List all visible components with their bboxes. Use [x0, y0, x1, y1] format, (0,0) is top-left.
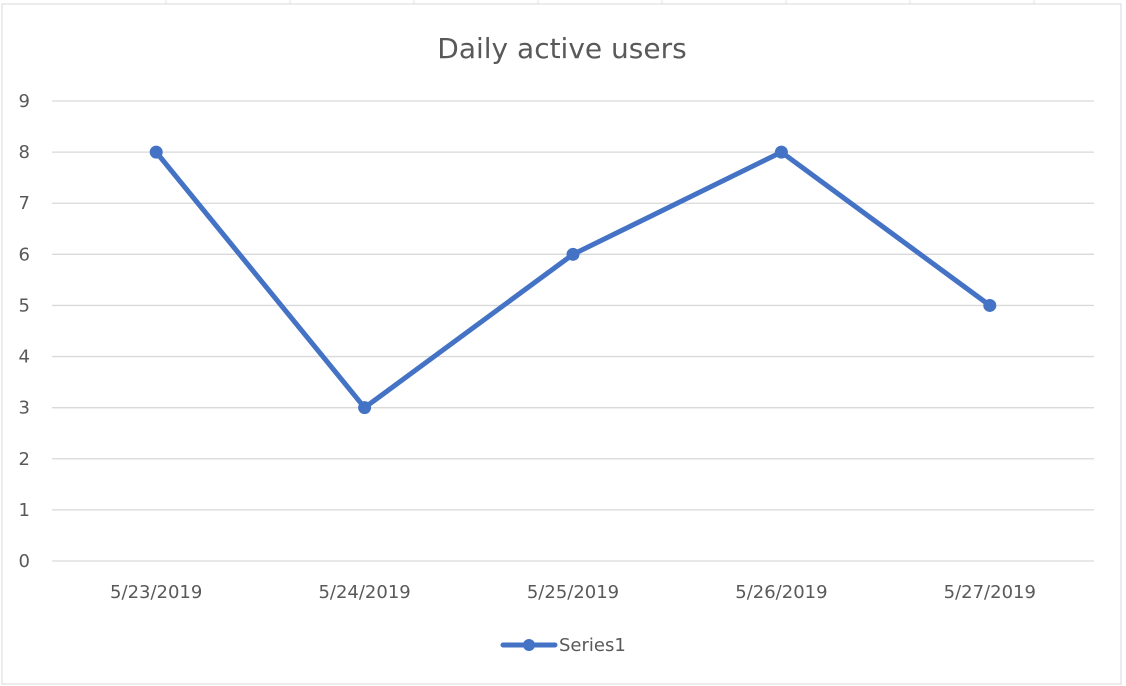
y-tick-label: 8	[19, 142, 30, 163]
chart-border	[1, 3, 1122, 685]
x-tick-label: 5/23/2019	[110, 582, 202, 603]
y-tick-label: 6	[19, 244, 30, 265]
y-tick-label: 9	[19, 91, 30, 112]
y-tick-label: 2	[19, 449, 30, 470]
legend-marker	[523, 639, 535, 651]
x-axis-tick-labels: 5/23/2019 5/24/2019 5/25/2019 5/26/2019 5/27…	[110, 582, 1036, 603]
y-tick-label: 5	[19, 295, 30, 316]
series-lines	[149, 145, 997, 415]
data-point	[149, 145, 163, 159]
data-point	[983, 298, 997, 312]
gridlines	[52, 100, 1094, 562]
data-point	[566, 247, 580, 261]
y-tick-label: 3	[19, 398, 30, 419]
x-tick-label: 5/27/2019	[944, 582, 1036, 603]
y-tick-label: 1	[19, 500, 30, 521]
y-tick-label: 4	[19, 347, 30, 368]
chart-title: Daily active users	[437, 32, 686, 65]
y-axis-tick-labels: 0 1 2 3 4 5 6 7 8 9	[19, 91, 30, 572]
legend-label: Series1	[559, 635, 626, 656]
x-tick-label: 5/25/2019	[527, 582, 619, 603]
y-tick-label: 0	[19, 551, 30, 572]
x-tick-label: 5/24/2019	[318, 582, 410, 603]
data-point	[774, 145, 788, 159]
x-tick-label: 5/26/2019	[735, 582, 827, 603]
legend[interactable]: Series1	[500, 635, 626, 656]
y-tick-label: 7	[19, 193, 30, 214]
data-point	[358, 401, 372, 415]
worksheet-column-lines	[165, 0, 1035, 4]
